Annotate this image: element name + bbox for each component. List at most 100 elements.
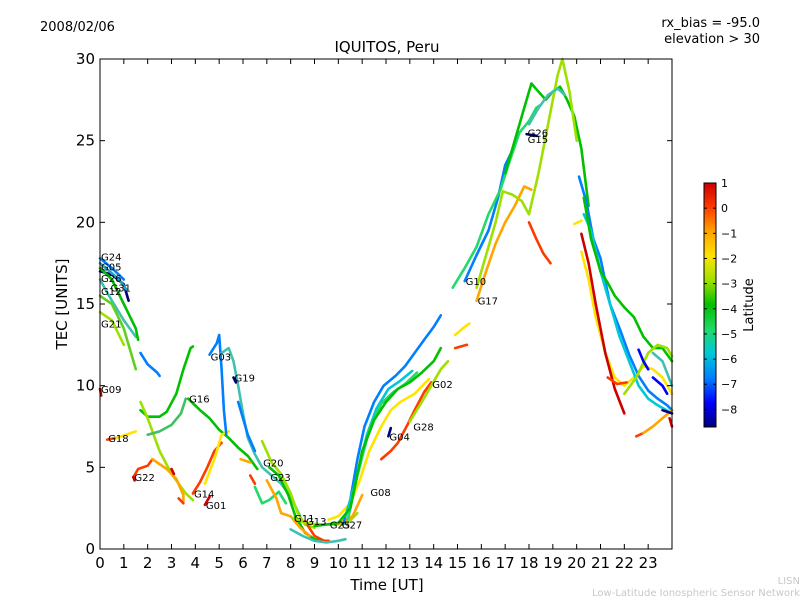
colorbar-tick-label: −5 <box>721 328 737 341</box>
satellite-label: G27 <box>342 521 362 532</box>
satellite-label: G08 <box>370 488 390 499</box>
x-tick-label: 20 <box>567 554 586 572</box>
plot-frame <box>99 58 673 550</box>
x-tick-label: 10 <box>329 554 348 572</box>
tec-track-62 <box>582 196 674 363</box>
colorbar-tick-label: −4 <box>721 303 737 316</box>
satellite-label: G13 <box>306 517 326 528</box>
tec-track-67 <box>651 351 674 387</box>
satellite-label: G11 <box>294 514 314 525</box>
satellite-label: G16 <box>189 395 209 406</box>
tec-track-17 <box>177 497 185 505</box>
tec-track-59 <box>606 376 628 386</box>
colorbar-tick-label: 0 <box>721 202 728 215</box>
y-tick-label: 30 <box>76 50 95 68</box>
tec-track-47 <box>463 149 514 283</box>
x-tick-label: 4 <box>191 554 201 572</box>
tec-track-9 <box>115 430 138 440</box>
satellite-label-layer: G24G05G26G31G12G21G09G18G22G16G14G01G03G… <box>101 129 548 532</box>
satellite-label: G22 <box>134 473 154 484</box>
tec-track-6 <box>98 310 126 347</box>
tec-track-37 <box>327 377 431 521</box>
y-tick-label: 10 <box>76 377 95 395</box>
satellite-label: G20 <box>263 458 283 469</box>
tec-track-43 <box>387 426 393 438</box>
tec-track-41 <box>313 346 443 528</box>
tec-track-8 <box>105 436 118 441</box>
x-tick-label: 22 <box>615 554 634 572</box>
colorbar-label: Latitude <box>742 278 757 332</box>
tec-track-64 <box>635 431 645 438</box>
tec-track-18 <box>146 397 188 436</box>
y-tick-label: 0 <box>85 540 95 558</box>
satellite-label: G14 <box>194 489 214 500</box>
tec-track-31 <box>267 466 326 543</box>
satellite-label: G12 <box>101 287 121 298</box>
tec-track-33 <box>303 519 331 543</box>
satellite-label: G31 <box>111 284 131 295</box>
y-tick-label: 5 <box>85 458 95 476</box>
x-tick-label: 2 <box>143 554 153 572</box>
tec-track-10 <box>139 351 161 378</box>
x-tick-label: 8 <box>286 554 296 572</box>
tec-track-44 <box>408 359 450 423</box>
tec-track-4 <box>98 266 140 342</box>
tec-track-65 <box>642 408 674 435</box>
satellite-label: G10 <box>466 277 486 288</box>
colorbar-tick-label: 1 <box>721 177 728 190</box>
tec-track-2 <box>98 261 128 291</box>
data-series-layer <box>98 57 674 544</box>
tec-track-25 <box>232 376 238 384</box>
footer-lisn: LISN <box>777 576 800 587</box>
rx-bias-label: rx_bias = -95.0 <box>661 16 760 31</box>
satellite-label: G05 <box>101 262 121 273</box>
tec-track-45 <box>453 322 471 337</box>
tec-track-3 <box>98 278 138 338</box>
tec-track-32 <box>265 479 311 538</box>
x-tick-label: 1 <box>119 554 129 572</box>
tec-track-27 <box>239 457 252 464</box>
tec-track-54 <box>527 87 567 126</box>
colorbar-tick-label: −1 <box>721 227 737 240</box>
tec-track-5 <box>98 294 138 371</box>
tec-track-55 <box>525 132 538 138</box>
tec-track-16 <box>170 467 176 476</box>
tec-track-30 <box>260 439 316 530</box>
tec-track-66 <box>637 348 650 371</box>
satellite-label: G03 <box>211 352 231 363</box>
x-tick-label: 9 <box>310 554 320 572</box>
x-tick-label: 11 <box>353 554 372 572</box>
tec-track-42 <box>379 381 433 461</box>
x-tick-label: 13 <box>400 554 419 572</box>
tec-track-63 <box>623 343 674 396</box>
tec-track-58 <box>580 232 626 415</box>
x-tick-label: 3 <box>167 554 177 572</box>
tec-track-46 <box>453 343 469 350</box>
satellite-label: G19 <box>234 374 254 385</box>
tec-track-26 <box>236 400 257 453</box>
satellite-label: G01 <box>206 501 226 512</box>
satellite-label: G26 <box>101 274 121 285</box>
tec-track-56 <box>573 219 583 226</box>
y-tick-label: 20 <box>76 213 95 231</box>
colorbar-tick-label: −2 <box>721 252 737 265</box>
chart-title: IQUITOS, Peru <box>334 38 439 56</box>
satellite-label: G23 <box>270 473 290 484</box>
satellite-label: G25 <box>330 521 350 532</box>
x-tick-label: 21 <box>591 554 610 572</box>
satellite-label: G04 <box>389 432 409 443</box>
x-tick-label: 0 <box>95 554 105 572</box>
tec-track-49 <box>475 185 533 302</box>
x-tick-label: 15 <box>448 554 467 572</box>
date-label: 2008/02/06 <box>40 20 115 35</box>
tec-track-28 <box>248 474 257 485</box>
x-tick-label: 12 <box>376 554 395 572</box>
y-axis-label: TEC [UNITS] <box>53 259 71 351</box>
satellite-label: G28 <box>413 423 433 434</box>
tec-track-23 <box>208 333 228 436</box>
colorbar <box>703 182 717 428</box>
tec-track-57 <box>580 250 674 396</box>
satellite-label: G24 <box>101 253 121 264</box>
y-axis-ticks: 0 5 10 15 20 25 30 <box>76 50 672 558</box>
